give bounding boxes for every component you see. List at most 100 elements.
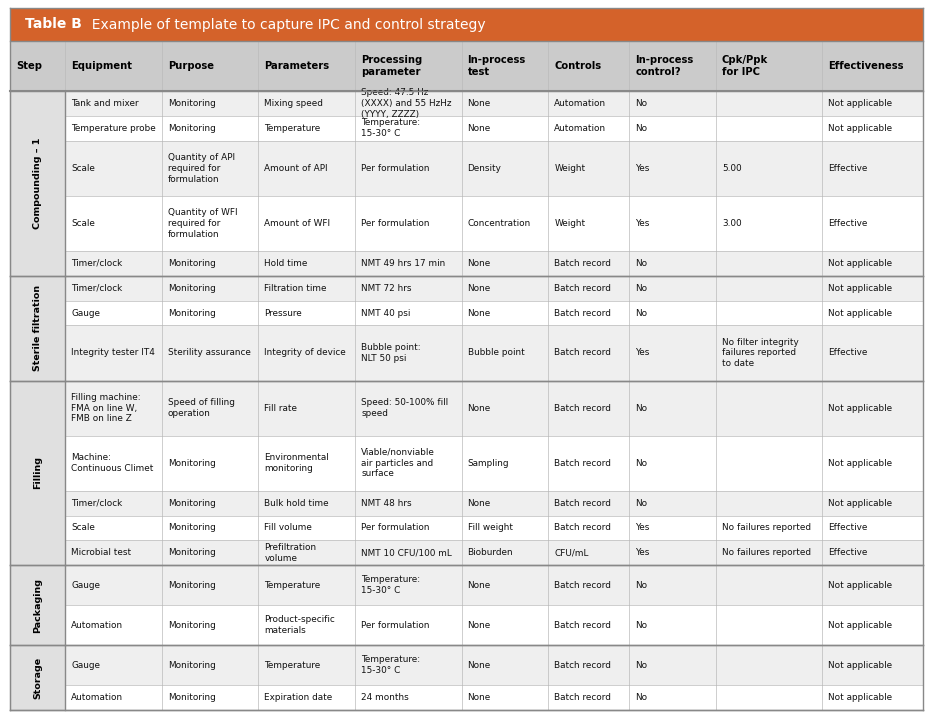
Bar (65, 325, 923, 381)
Text: Purpose: Purpose (168, 61, 214, 71)
Text: Gauge: Gauge (71, 581, 100, 589)
Text: Density: Density (467, 164, 501, 173)
Bar (65, 645, 923, 685)
Text: Batch record: Batch record (554, 404, 611, 413)
Text: Scale: Scale (71, 523, 95, 533)
Text: Machine:
Continuous Climet: Machine: Continuous Climet (71, 453, 154, 473)
Text: Monitoring: Monitoring (168, 258, 216, 268)
Bar (10, 91, 65, 276)
Text: Integrity of device: Integrity of device (264, 348, 346, 358)
Text: Batch record: Batch record (554, 459, 611, 467)
Text: Cpk/Ppk
for IPC: Cpk/Ppk for IPC (722, 55, 768, 78)
Text: None: None (467, 123, 491, 133)
Text: Yes: Yes (635, 549, 649, 557)
Text: Monitoring: Monitoring (168, 309, 216, 317)
Text: Bubble point:
NLT 50 psi: Bubble point: NLT 50 psi (361, 343, 421, 363)
Text: Quantity of WFI
required for
formulation: Quantity of WFI required for formulation (168, 208, 238, 238)
Text: Temperature probe: Temperature probe (71, 123, 156, 133)
Text: Product-specific
materials: Product-specific materials (264, 615, 335, 635)
Text: Concentration: Concentration (467, 219, 531, 228)
Text: Effective: Effective (829, 523, 868, 533)
Text: Sterility assurance: Sterility assurance (168, 348, 251, 358)
Text: Amount of WFI: Amount of WFI (264, 219, 330, 228)
Text: Scale: Scale (71, 164, 95, 173)
Text: Monitoring: Monitoring (168, 498, 216, 508)
Text: Weight: Weight (554, 164, 586, 173)
Text: Fill rate: Fill rate (264, 404, 298, 413)
Text: None: None (467, 404, 491, 413)
Text: Yes: Yes (635, 164, 649, 173)
Text: Bioburden: Bioburden (467, 549, 513, 557)
Bar (65, 116, 923, 141)
Text: Speed of filling
operation: Speed of filling operation (168, 398, 235, 418)
Text: 3.00: 3.00 (722, 219, 742, 228)
Text: Batch record: Batch record (554, 284, 611, 293)
Text: In-process
test: In-process test (467, 55, 526, 78)
Text: Batch record: Batch record (554, 258, 611, 268)
Text: Viable/nonviable
air particles and
surface: Viable/nonviable air particles and surfa… (361, 448, 435, 478)
Text: Not applicable: Not applicable (829, 620, 893, 630)
Text: Not applicable: Not applicable (829, 309, 893, 317)
Text: Batch record: Batch record (554, 620, 611, 630)
Text: Parameters: Parameters (264, 61, 329, 71)
Text: Not applicable: Not applicable (829, 459, 893, 467)
Text: NMT 40 psi: NMT 40 psi (361, 309, 411, 317)
Text: Pressure: Pressure (264, 309, 302, 317)
Bar (65, 516, 923, 541)
Text: Gauge: Gauge (71, 661, 100, 670)
Text: NMT 48 hrs: NMT 48 hrs (361, 498, 411, 508)
Text: Effective: Effective (829, 549, 868, 557)
Bar (65, 251, 923, 276)
Bar (65, 436, 923, 490)
Text: None: None (467, 581, 491, 589)
Text: Mixing speed: Mixing speed (264, 99, 324, 108)
Text: Monitoring: Monitoring (168, 99, 216, 108)
Text: 5.00: 5.00 (722, 164, 742, 173)
Text: None: None (467, 309, 491, 317)
Text: No: No (635, 459, 648, 467)
Text: Monitoring: Monitoring (168, 620, 216, 630)
Text: Batch record: Batch record (554, 498, 611, 508)
Bar (10, 8, 923, 41)
Text: NMT 10 CFU/100 mL: NMT 10 CFU/100 mL (361, 549, 452, 557)
Text: No: No (635, 404, 648, 413)
Text: Not applicable: Not applicable (829, 693, 893, 702)
Text: None: None (467, 498, 491, 508)
Text: No: No (635, 258, 648, 268)
Text: Yes: Yes (635, 523, 649, 533)
Text: No: No (635, 284, 648, 293)
Bar (65, 381, 923, 436)
Text: No: No (635, 498, 648, 508)
Text: Scale: Scale (71, 219, 95, 228)
Text: Filling: Filling (33, 457, 42, 490)
Bar (65, 301, 923, 325)
Text: Per formulation: Per formulation (361, 164, 429, 173)
Text: Temperature:
15-30° C: Temperature: 15-30° C (361, 656, 420, 675)
Text: Batch record: Batch record (554, 693, 611, 702)
Text: Not applicable: Not applicable (829, 123, 893, 133)
Text: Not applicable: Not applicable (829, 581, 893, 589)
Text: Fill volume: Fill volume (264, 523, 313, 533)
Text: Hold time: Hold time (264, 258, 308, 268)
Text: Not applicable: Not applicable (829, 498, 893, 508)
Text: Batch record: Batch record (554, 581, 611, 589)
Text: No failures reported: No failures reported (722, 549, 811, 557)
Text: Temperature:
15-30° C: Temperature: 15-30° C (361, 575, 420, 595)
Text: Prefiltration
volume: Prefiltration volume (264, 543, 316, 563)
Text: Monitoring: Monitoring (168, 549, 216, 557)
Text: Packaging: Packaging (33, 578, 42, 633)
Text: Controls: Controls (554, 61, 602, 71)
Text: Weight: Weight (554, 219, 586, 228)
Text: CFU/mL: CFU/mL (554, 549, 589, 557)
Text: Automation: Automation (554, 99, 606, 108)
Text: Equipment: Equipment (71, 61, 132, 71)
Text: Per formulation: Per formulation (361, 620, 429, 630)
Text: No: No (635, 661, 648, 670)
Text: Monitoring: Monitoring (168, 693, 216, 702)
Text: No: No (635, 581, 648, 589)
Text: Processing
parameter: Processing parameter (361, 55, 423, 78)
Text: Compounding – 1: Compounding – 1 (33, 138, 42, 229)
Text: Monitoring: Monitoring (168, 459, 216, 467)
Bar (65, 490, 923, 516)
Text: Table B: Table B (25, 17, 82, 32)
